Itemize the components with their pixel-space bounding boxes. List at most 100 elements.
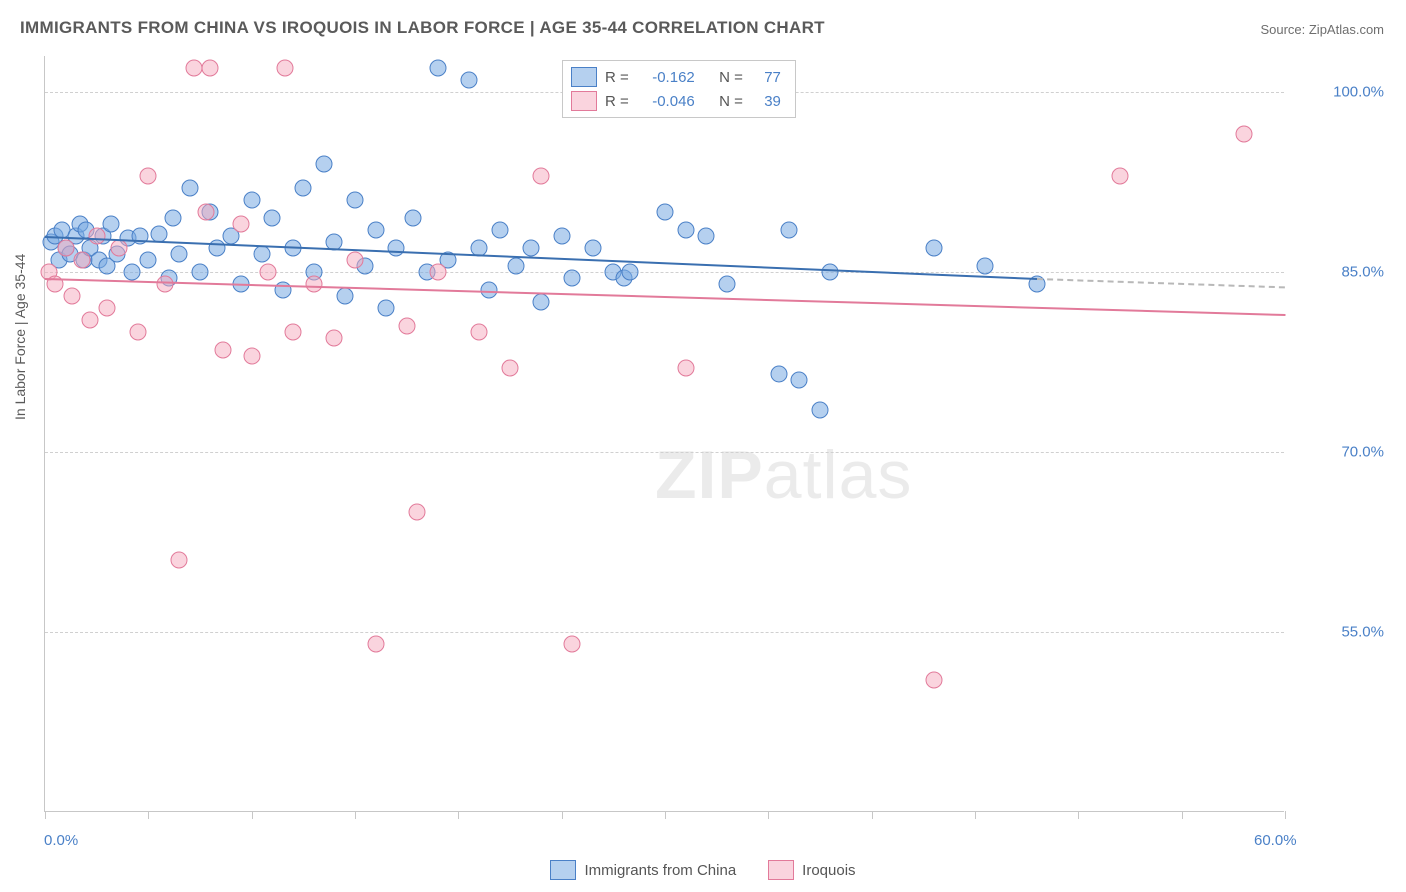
scatter-point: [165, 210, 182, 227]
scatter-point: [171, 246, 188, 263]
scatter-point: [243, 348, 260, 365]
scatter-point: [564, 270, 581, 287]
scatter-point: [398, 318, 415, 335]
n-label: N =: [719, 93, 743, 110]
xtick: [148, 811, 149, 819]
swatch-blue-icon: [571, 67, 597, 87]
scatter-point: [57, 240, 74, 257]
scatter-point: [367, 222, 384, 239]
scatter-point: [347, 192, 364, 209]
scatter-point: [657, 204, 674, 221]
scatter-point: [791, 372, 808, 389]
scatter-point: [553, 228, 570, 245]
xtick: [562, 811, 563, 819]
scatter-point: [471, 324, 488, 341]
gridline: [45, 452, 1284, 453]
n-value-blue: 77: [751, 69, 781, 86]
scatter-point: [781, 222, 798, 239]
scatter-point: [409, 504, 426, 521]
scatter-point: [276, 60, 293, 77]
scatter-point: [1111, 168, 1128, 185]
stats-row-blue: R = -0.162 N = 77: [571, 65, 781, 89]
scatter-point: [202, 60, 219, 77]
scatter-point: [264, 210, 281, 227]
scatter-point: [677, 360, 694, 377]
gridline: [45, 632, 1284, 633]
r-value-blue: -0.162: [637, 69, 695, 86]
legend-item-blue: Immigrants from China: [550, 860, 736, 880]
scatter-point: [63, 288, 80, 305]
xtick: [1078, 811, 1079, 819]
scatter-point: [103, 216, 120, 233]
scatter-point: [260, 264, 277, 281]
scatter-point: [429, 60, 446, 77]
scatter-point: [295, 180, 312, 197]
scatter-point: [254, 246, 271, 263]
scatter-point: [977, 258, 994, 275]
xtick: [1182, 811, 1183, 819]
scatter-point: [584, 240, 601, 257]
bottom-legend: Immigrants from China Iroquois: [0, 860, 1406, 880]
scatter-point: [460, 72, 477, 89]
scatter-point: [429, 264, 446, 281]
scatter-point: [719, 276, 736, 293]
scatter-point: [185, 60, 202, 77]
scatter-point: [404, 210, 421, 227]
scatter-point: [822, 264, 839, 281]
xtick: [1285, 811, 1286, 819]
xtick: [768, 811, 769, 819]
xtick: [458, 811, 459, 819]
scatter-point: [326, 330, 343, 347]
scatter-point: [198, 204, 215, 221]
ytick-label: 85.0%: [1294, 264, 1384, 281]
xtick-label-right: 60.0%: [1254, 832, 1297, 849]
scatter-point: [214, 342, 231, 359]
xtick: [975, 811, 976, 819]
scatter-point: [491, 222, 508, 239]
scatter-point: [171, 552, 188, 569]
y-axis-label: In Labor Force | Age 35-44: [12, 254, 28, 420]
scatter-point: [698, 228, 715, 245]
r-value-pink: -0.046: [637, 93, 695, 110]
xtick: [665, 811, 666, 819]
scatter-point: [925, 240, 942, 257]
scatter-point: [130, 324, 147, 341]
scatter-point: [82, 312, 99, 329]
scatter-point: [367, 636, 384, 653]
xtick: [45, 811, 46, 819]
scatter-point: [378, 300, 395, 317]
scatter-point: [305, 276, 322, 293]
scatter-point: [925, 672, 942, 689]
legend-item-pink: Iroquois: [768, 860, 855, 880]
source-label: Source: ZipAtlas.com: [1260, 22, 1384, 37]
scatter-point: [388, 240, 405, 257]
scatter-point: [677, 222, 694, 239]
xtick: [355, 811, 356, 819]
legend-label-pink: Iroquois: [802, 862, 855, 879]
scatter-point: [533, 168, 550, 185]
trend-line: [1037, 278, 1285, 290]
stats-row-pink: R = -0.046 N = 39: [571, 89, 781, 113]
chart-title: IMMIGRANTS FROM CHINA VS IROQUOIS IN LAB…: [20, 18, 825, 38]
scatter-point: [1235, 126, 1252, 143]
scatter-point: [770, 366, 787, 383]
xtick: [252, 811, 253, 819]
legend-label-blue: Immigrants from China: [584, 862, 736, 879]
scatter-point: [150, 225, 167, 242]
scatter-point: [111, 240, 128, 257]
stats-legend: R = -0.162 N = 77 R = -0.046 N = 39: [562, 60, 796, 118]
swatch-pink-icon: [768, 860, 794, 880]
gridline: [45, 272, 1284, 273]
n-label: N =: [719, 69, 743, 86]
scatter-point: [347, 252, 364, 269]
watermark: ZIPatlas: [655, 436, 912, 514]
scatter-point: [140, 252, 157, 269]
scatter-point: [233, 216, 250, 233]
scatter-point: [502, 360, 519, 377]
r-label: R =: [605, 93, 629, 110]
ytick-label: 70.0%: [1294, 444, 1384, 461]
scatter-point: [192, 264, 209, 281]
swatch-pink-icon: [571, 91, 597, 111]
scatter-point: [508, 258, 525, 275]
scatter-point: [522, 240, 539, 257]
